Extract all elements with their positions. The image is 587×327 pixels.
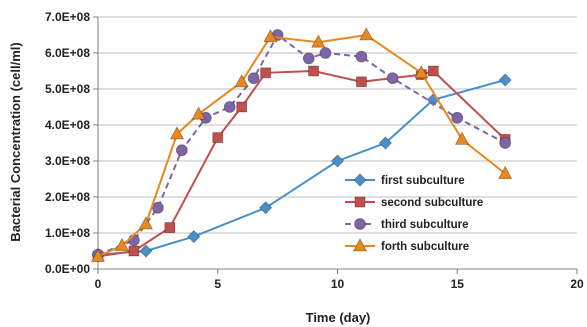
- legend-label: second subculture: [381, 197, 483, 209]
- data-point: [330, 154, 345, 168]
- legend-marker: [353, 173, 367, 187]
- series-line: [97, 33, 506, 256]
- x-tick-label: 10: [331, 277, 345, 291]
- data-point: [454, 131, 470, 145]
- data-point: [355, 50, 368, 63]
- data-point: [223, 101, 236, 113]
- data-point: [212, 132, 224, 144]
- data-point: [138, 216, 154, 230]
- legend-marker: [354, 196, 366, 208]
- data-point: [175, 144, 188, 157]
- data-point: [311, 34, 326, 48]
- series-4: [90, 27, 513, 262]
- series-3: [92, 29, 512, 261]
- x-axis-title: Time (day): [306, 310, 371, 325]
- data-point: [187, 230, 201, 244]
- data-point: [498, 73, 512, 87]
- data-point: [114, 237, 130, 252]
- legend-marker: [354, 218, 366, 230]
- data-point: [169, 126, 185, 140]
- y-tick-label: 6.0E+08: [45, 46, 90, 60]
- x-tick-label: 20: [570, 277, 584, 291]
- data-point: [427, 65, 439, 77]
- data-point: [259, 201, 273, 215]
- legend-label: first subculture: [381, 175, 465, 187]
- data-point: [151, 201, 164, 214]
- data-point: [386, 72, 399, 85]
- legend-marker: [352, 238, 368, 252]
- x-tick-label: 0: [95, 277, 102, 291]
- data-point: [236, 101, 248, 113]
- y-tick-labels: 0.0E+00 1.0E+08 2.0E+08 3.0E+08 4.0E+08 5.0E+…: [45, 10, 90, 276]
- data-point: [260, 67, 272, 79]
- data-point: [308, 65, 319, 77]
- data-point: [128, 245, 140, 257]
- y-axis-title: Bacterial Concentration (cell/ml): [8, 42, 23, 241]
- y-tick-label: 0.0E+00: [45, 262, 90, 276]
- grid-lines: [98, 16, 577, 234]
- y-tick-label: 5.0E+08: [45, 82, 90, 96]
- data-point: [451, 111, 464, 124]
- data-point: [378, 136, 392, 150]
- data-series: [90, 27, 513, 262]
- series-line: [97, 79, 506, 256]
- data-point: [90, 248, 106, 262]
- data-point: [164, 222, 176, 234]
- legend-label: third subculture: [381, 219, 469, 231]
- legend-item: forth subculture: [345, 238, 469, 253]
- y-tick-label: 7.0E+08: [45, 10, 90, 24]
- legend: first subculture second subculture third s…: [345, 173, 483, 253]
- y-tick-label: 3.0E+08: [45, 154, 90, 168]
- y-tick-label: 2.0E+08: [45, 190, 90, 204]
- legend-item: first subculture: [345, 173, 465, 187]
- data-point: [234, 73, 249, 88]
- data-point: [499, 137, 512, 149]
- x-tick-label: 15: [451, 277, 465, 291]
- data-point: [359, 27, 374, 41]
- data-point: [263, 28, 278, 43]
- legend-item: third subculture: [345, 218, 469, 231]
- data-point: [191, 106, 206, 120]
- data-point: [128, 234, 140, 247]
- x-tick-labels: 0 5 10 15 20: [95, 277, 584, 291]
- x-tick-label: 5: [214, 277, 221, 291]
- data-point: [356, 76, 367, 88]
- data-point: [302, 52, 315, 65]
- data-point: [414, 64, 429, 79]
- axes: [93, 16, 578, 274]
- data-point: [319, 47, 332, 59]
- y-tick-label: 1.0E+08: [45, 226, 90, 240]
- legend-item: second subculture: [345, 196, 483, 209]
- data-point: [247, 72, 260, 85]
- data-point: [139, 244, 153, 258]
- legend-label: forth subculture: [381, 241, 469, 253]
- y-tick-label: 4.0E+08: [45, 118, 90, 132]
- data-point: [497, 165, 513, 180]
